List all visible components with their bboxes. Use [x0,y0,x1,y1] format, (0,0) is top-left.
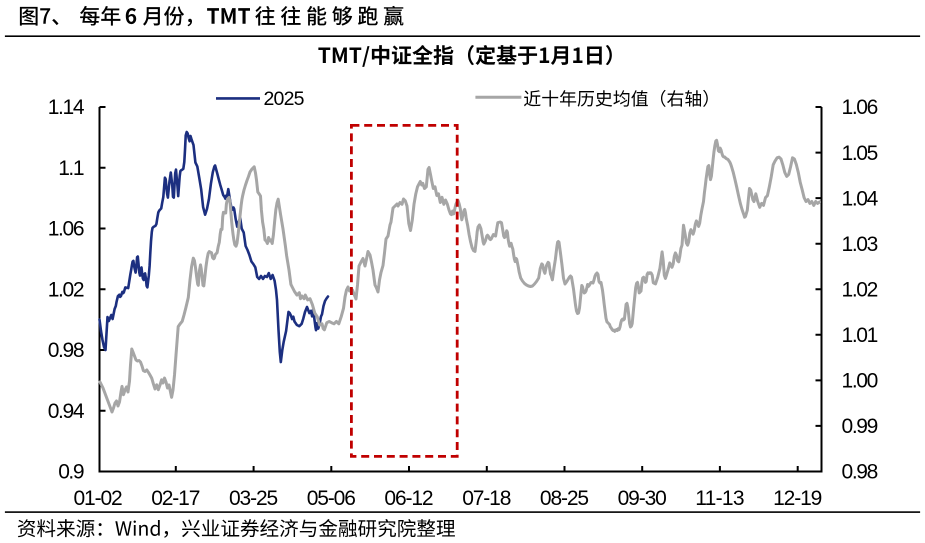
svg-text:05-06: 05-06 [307,487,356,510]
svg-text:1.06: 1.06 [48,218,85,241]
svg-text:1.14: 1.14 [48,96,85,119]
svg-text:0.99: 0.99 [842,415,879,438]
svg-text:09-30: 09-30 [618,487,667,510]
svg-text:1.05: 1.05 [842,142,879,165]
svg-text:11-13: 11-13 [695,487,744,510]
svg-text:1.00: 1.00 [842,370,879,393]
svg-text:1.01: 1.01 [842,324,879,347]
svg-text:08-25: 08-25 [540,487,589,510]
svg-text:1.02: 1.02 [842,278,879,301]
svg-text:0.98: 0.98 [842,461,879,484]
svg-text:0.98: 0.98 [48,339,85,362]
svg-text:1.04: 1.04 [842,187,879,210]
svg-text:12-19: 12-19 [773,487,822,510]
svg-text:07-18: 07-18 [462,487,511,510]
svg-text:0.9: 0.9 [58,461,84,484]
svg-text:1.03: 1.03 [842,233,879,256]
svg-text:02-17: 02-17 [151,487,200,510]
svg-text:1.02: 1.02 [48,278,85,301]
svg-text:2025: 2025 [264,88,305,110]
svg-text:1.1: 1.1 [58,157,84,180]
svg-text:06-12: 06-12 [384,487,433,510]
svg-text:1.06: 1.06 [842,96,879,119]
svg-text:03-25: 03-25 [229,487,278,510]
svg-text:0.94: 0.94 [48,400,85,423]
svg-text:01-02: 01-02 [74,487,123,510]
